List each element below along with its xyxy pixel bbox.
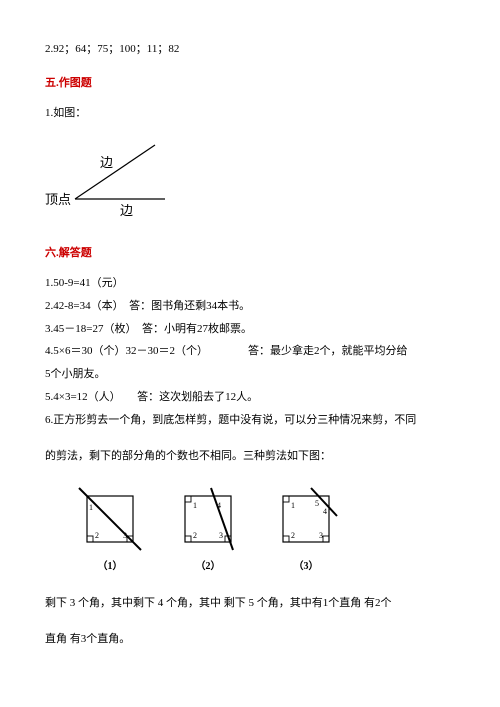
answer-4-left: 4.5×6＝30（个）32－30＝2（个） [45, 342, 208, 362]
square-2-wrap: 1 4 2 3 （2） [173, 484, 243, 576]
svg-text:2: 2 [193, 531, 197, 540]
section-6-title: 六.解答题 [45, 244, 455, 264]
side1-label: 边 [100, 155, 113, 170]
svg-text:3: 3 [319, 531, 323, 540]
svg-text:4: 4 [323, 507, 327, 516]
square-2-svg: 1 4 2 3 [173, 484, 243, 554]
svg-text:4: 4 [217, 501, 221, 510]
answer-4-cont: 5个小朋友。 [45, 365, 455, 385]
q5-1: 1.如图： [45, 104, 455, 124]
angle-figure: 边 边 顶点 [45, 137, 455, 230]
svg-text:1: 1 [291, 501, 295, 510]
answer-4: 4.5×6＝30（个）32－30＝2（个） 答：最少拿走2个，就能平均分给 [45, 342, 455, 362]
square-1-svg: 1 2 3 [75, 484, 145, 554]
square-2-label: （2） [196, 558, 221, 576]
vertex-label: 顶点 [45, 192, 71, 207]
answer-4-right: 答：最少拿走2个，就能平均分给 [248, 342, 408, 362]
svg-text:2: 2 [291, 531, 295, 540]
square-3-wrap: 1 5 4 2 3 （3） [271, 484, 341, 576]
svg-text:1: 1 [89, 503, 93, 512]
svg-text:5: 5 [315, 499, 319, 508]
square-3-label: （3） [294, 558, 319, 576]
answer-5: 5.4×3=12（人） 答：这次划船去了12人。 [45, 388, 455, 408]
answer-3: 3.45－18=27（枚） 答：小明有27枚邮票。 [45, 320, 455, 340]
question-line: 2.92；64；75；100；11；82 [45, 40, 455, 60]
svg-text:2: 2 [95, 531, 99, 540]
svg-text:3: 3 [219, 531, 223, 540]
square-3-svg: 1 5 4 2 3 [271, 484, 341, 554]
side2-label: 边 [120, 203, 133, 218]
answer-6: 6.正方形剪去一个角，到底怎样剪，题中没有说，可以分三种情况来剪，不同 [45, 411, 455, 431]
conclusion-1: 剩下 3 个角，其中剩下 4 个角，其中 剩下 5 个角，其中有1个直角 有2个 [45, 594, 455, 614]
square-1-label: （1） [98, 558, 123, 576]
squares-figure: 1 2 3 （1） 1 4 2 3 （2） 1 5 4 2 [75, 484, 455, 576]
square-1-wrap: 1 2 3 （1） [75, 484, 145, 576]
section-5-title: 五.作图题 [45, 74, 455, 94]
svg-text:1: 1 [193, 501, 197, 510]
conclusion-2: 直角 有3个直角。 [45, 630, 455, 650]
answer-2: 2.42-8=34（本） 答：图书角还剩34本书。 [45, 297, 455, 317]
svg-text:3: 3 [123, 531, 127, 540]
answer-6-cont: 的剪法，剩下的部分角的个数也不相同。三种剪法如下图： [45, 447, 455, 467]
answer-1: 1.50-9=41（元） [45, 274, 455, 294]
